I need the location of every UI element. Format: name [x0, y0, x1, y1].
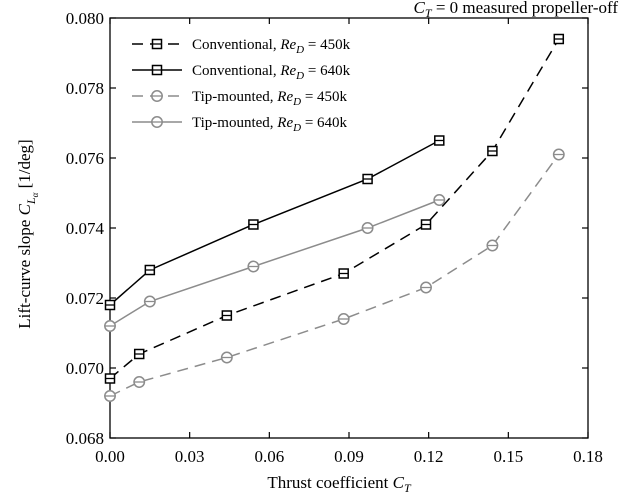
legend-label-text: Conventional, [192, 37, 280, 53]
x-axis-title-sym: C [393, 473, 405, 492]
x-tick-label: 0.18 [573, 447, 603, 466]
x-tick-label: 0.00 [95, 447, 125, 466]
legend-label-sym: Re [279, 37, 296, 53]
legend-label-text: Conventional, [192, 63, 280, 79]
x-axis-title-sub: T [404, 481, 412, 495]
legend-label-text: Tip-mounted, [192, 89, 277, 105]
y-tick-label: 0.072 [66, 289, 104, 308]
y-tick-label: 0.070 [66, 359, 104, 378]
x-tick-label: 0.06 [254, 447, 284, 466]
legend-label-sub: D [292, 96, 301, 108]
series-1 [104, 135, 445, 311]
legend-entry: Conventional, ReD = 640k [132, 63, 351, 82]
y-axis-title-sub: L [24, 197, 38, 205]
legend-label-sym: Re [276, 115, 293, 131]
series-2 [104, 148, 565, 402]
legend-label-value: = 450k [301, 89, 347, 105]
legend-label-sub: D [295, 70, 304, 82]
x-axis-title-text: Thrust coefficient [267, 473, 392, 492]
y-tick-label: 0.076 [66, 149, 104, 168]
series-line [109, 154, 560, 397]
legend-label: Conventional, ReD = 450k [192, 37, 351, 56]
legend-label-sub: D [292, 122, 301, 134]
y-axis-title-unit: [1/deg] [15, 139, 34, 192]
y-tick-label: 0.080 [66, 9, 104, 28]
legend-entry: Tip-mounted, ReD = 640k [132, 115, 348, 134]
legend-label: Tip-mounted, ReD = 640k [192, 115, 348, 134]
y-tick-label: 0.078 [66, 79, 104, 98]
y-axis-title-subsub: α [30, 192, 40, 197]
x-axis-title: Thrust coefficient CT [267, 473, 412, 495]
legend-label-sym: Re [276, 89, 293, 105]
series-line [109, 199, 440, 327]
legend-label: Conventional, ReD = 640k [192, 63, 351, 82]
legend-label-sub: D [295, 44, 304, 56]
legend-entry: Conventional, ReD = 450k [132, 37, 351, 56]
legend-label-value: = 640k [304, 63, 350, 79]
x-tick-label: 0.12 [414, 447, 444, 466]
legend-label-value: = 640k [301, 115, 347, 131]
legend-label: Tip-mounted, ReD = 450k [192, 89, 348, 108]
annotation-sub: T [425, 6, 433, 20]
legend-label-sym: Re [279, 63, 296, 79]
y-axis-title-sym: C [15, 203, 34, 215]
series-line [109, 139, 440, 306]
series-3 [104, 194, 446, 332]
annotation-sym: C [414, 0, 426, 17]
x-tick-label: 0.09 [334, 447, 364, 466]
legend-label-value: = 450k [304, 37, 350, 53]
x-tick-label: 0.15 [493, 447, 523, 466]
annotation-text: = 0 measured propeller-off [432, 0, 619, 17]
annotation-note: CT = 0 measured propeller-off [414, 0, 619, 20]
legend-label-text: Tip-mounted, [192, 115, 277, 131]
x-tick-label: 0.03 [175, 447, 205, 466]
series-0 [104, 33, 565, 384]
y-tick-label: 0.074 [66, 219, 105, 238]
legend-entry: Tip-mounted, ReD = 450k [132, 89, 348, 108]
y-axis-title-text: Lift-curve slope [15, 215, 34, 328]
plot-frame [109, 17, 589, 439]
y-tick-label: 0.068 [66, 429, 104, 448]
y-axis-title: Lift-curve slope CLα [1/deg] [15, 139, 40, 328]
